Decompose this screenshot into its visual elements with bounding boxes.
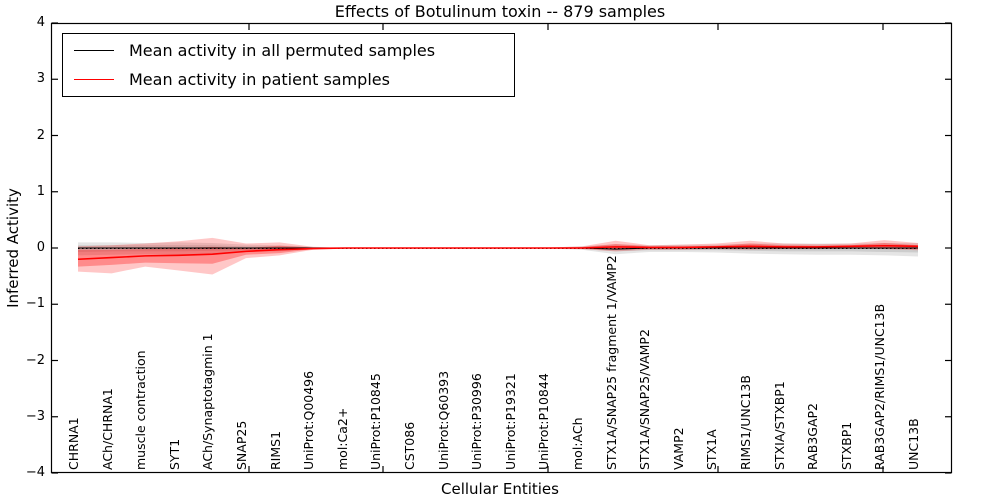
patient-mean-line [77, 244, 919, 261]
x-tick-label: RAB3GAP2 [805, 403, 821, 470]
x-tick-label: UNC13B [906, 418, 921, 470]
x-tick-label: ACh/Synaptotagmin 1 [200, 333, 216, 470]
y-tick-label: 4 [36, 15, 45, 30]
x-tick-label: STXIA/STXBP1 [771, 381, 787, 470]
x-tick-label: UniProt:Q60393 [435, 370, 451, 470]
x-tick-label: UniProt:P10845 [368, 373, 384, 470]
x-tick-label: STX1A/SNAP25 fragment 1/VAMP2 [603, 255, 619, 470]
permuted-range-outer-band [78, 242, 918, 257]
y-tick-label: −2 [25, 352, 45, 368]
y-tick-label: 3 [36, 71, 45, 87]
x-tick-label: CST086 [402, 421, 417, 470]
x-tick-label: CHRNA1 [66, 417, 81, 470]
y-tick-label: 2 [36, 127, 45, 143]
x-tick-label: STXBP1 [838, 421, 854, 470]
x-tick-label: mol:Ca2+ [334, 407, 350, 470]
legend: Mean activity in all permuted samples Mea… [62, 33, 515, 97]
chart-title: Effects of Botulinum toxin -- 879 sample… [334, 2, 666, 21]
x-tick-label: STX1A/SNAP25/VAMP2 [637, 329, 653, 470]
x-tick-label: RIMS1 [267, 430, 283, 470]
x-tick-label: VAMP2 [670, 427, 686, 470]
y-tick-label: 0 [36, 240, 45, 255]
x-tick-label: mol:ACh [570, 417, 585, 471]
y-tick-label: 1 [36, 183, 45, 199]
x-tick-label: RIMS1/UNC13B [738, 375, 753, 470]
x-tick-label: UniProt:P19321 [502, 373, 518, 470]
x-tick-label: UniProt:P10844 [536, 373, 552, 470]
x-tick-label: RAB3GAP2/RIMS1/UNC13B [872, 303, 888, 470]
y-tick-label: −3 [25, 408, 45, 424]
x-tick-label: UniProt:P30996 [469, 373, 485, 470]
y-tick-label: −1 [25, 296, 45, 312]
x-tick-label: muscle contraction [133, 350, 149, 470]
legend-line-sample [74, 50, 114, 51]
y-tick-label: −4 [25, 465, 45, 480]
x-axis-label: Cellular Entities [441, 480, 559, 498]
legend-line-sample [74, 79, 114, 80]
x-tick-label: SNAP25 [234, 420, 249, 470]
legend-item: Mean activity in patient samples [63, 70, 514, 89]
x-tick-label: UniProt:Q00496 [301, 370, 317, 470]
legend-item-label: Mean activity in patient samples [129, 70, 390, 89]
legend-item: Mean activity in all permuted samples [63, 41, 514, 60]
x-tick-label: SYT1 [166, 438, 182, 470]
x-tick-label: ACh/CHRNA1 [99, 388, 115, 470]
legend-item-label: Mean activity in all permuted samples [129, 41, 436, 60]
x-tick-label: STX1A [704, 429, 720, 470]
